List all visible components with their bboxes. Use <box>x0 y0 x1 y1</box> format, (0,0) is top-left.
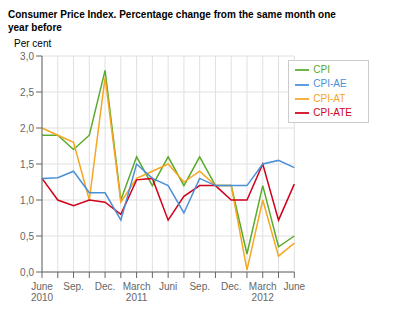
svg-text:Juni: Juni <box>159 281 177 292</box>
html-text:CPI-AT: CPI-AT <box>313 92 346 104</box>
html-text:year before: year before <box>8 22 62 33</box>
html-text:CPI: CPI <box>313 64 330 75</box>
html-text:Consumer Price Index. Percenta: Consumer Price Index. Percentage change … <box>8 9 336 20</box>
svg-text:1,5: 1,5 <box>20 159 34 170</box>
svg-text:Dec.: Dec. <box>95 281 116 292</box>
svg-text:2,5: 2,5 <box>20 87 34 98</box>
svg-text:0,5: 0,5 <box>20 231 34 242</box>
svg-text:3,0: 3,0 <box>20 51 34 62</box>
html-text:CPI-AE: CPI-AE <box>313 78 347 90</box>
svg-text:1,0: 1,0 <box>20 195 34 206</box>
svg-text:March2012: March2012 <box>249 281 277 303</box>
svg-text:0,0: 0,0 <box>20 267 34 278</box>
html-text:CPI-ATE: CPI-ATE <box>313 107 352 119</box>
html-text:Per cent: Per cent <box>14 38 52 49</box>
svg-text:June: June <box>283 281 305 292</box>
svg-text:Dec.: Dec. <box>221 281 242 292</box>
svg-text:Sep.: Sep. <box>189 281 210 292</box>
svg-text:2,0: 2,0 <box>20 123 34 134</box>
svg-text:Sep.: Sep. <box>63 281 84 292</box>
svg-text:June2010: June2010 <box>31 281 54 303</box>
svg-text:March2011: March2011 <box>123 281 151 303</box>
